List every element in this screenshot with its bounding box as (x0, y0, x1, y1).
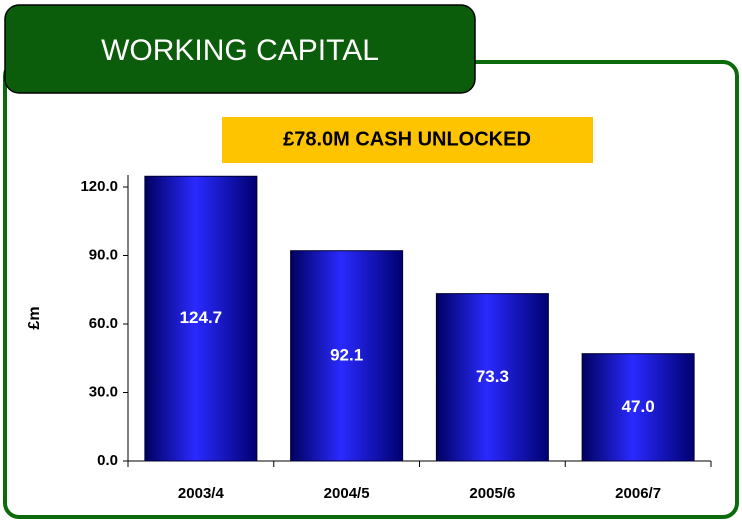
value-label: 124.7 (180, 308, 223, 327)
y-tick-label: 30.0 (89, 383, 118, 400)
value-label: 47.0 (622, 397, 655, 416)
x-tick-label: 2003/4 (178, 485, 225, 502)
bar (144, 175, 258, 462)
value-label: 92.1 (330, 345, 363, 364)
bar (435, 293, 549, 462)
title-tab (4, 4, 476, 94)
x-tick-label: 2006/7 (615, 485, 661, 502)
y-tick-label: 120.0 (80, 178, 118, 195)
x-tick-label: 2005/6 (469, 485, 515, 502)
bar (290, 250, 404, 462)
value-label: 73.3 (476, 367, 509, 386)
x-tick-label: 2004/5 (324, 485, 370, 502)
annotation-box (222, 117, 593, 163)
chart-title: WORKING CAPITAL (101, 34, 379, 67)
y-tick-label: 60.0 (89, 315, 118, 332)
annotation: £78.0M CASH UNLOCKED (283, 128, 531, 150)
y-tick-label: 90.0 (89, 246, 118, 263)
y-axis-label: £m (26, 306, 43, 329)
y-tick-label: 0.0 (97, 452, 118, 469)
bar (581, 353, 695, 462)
